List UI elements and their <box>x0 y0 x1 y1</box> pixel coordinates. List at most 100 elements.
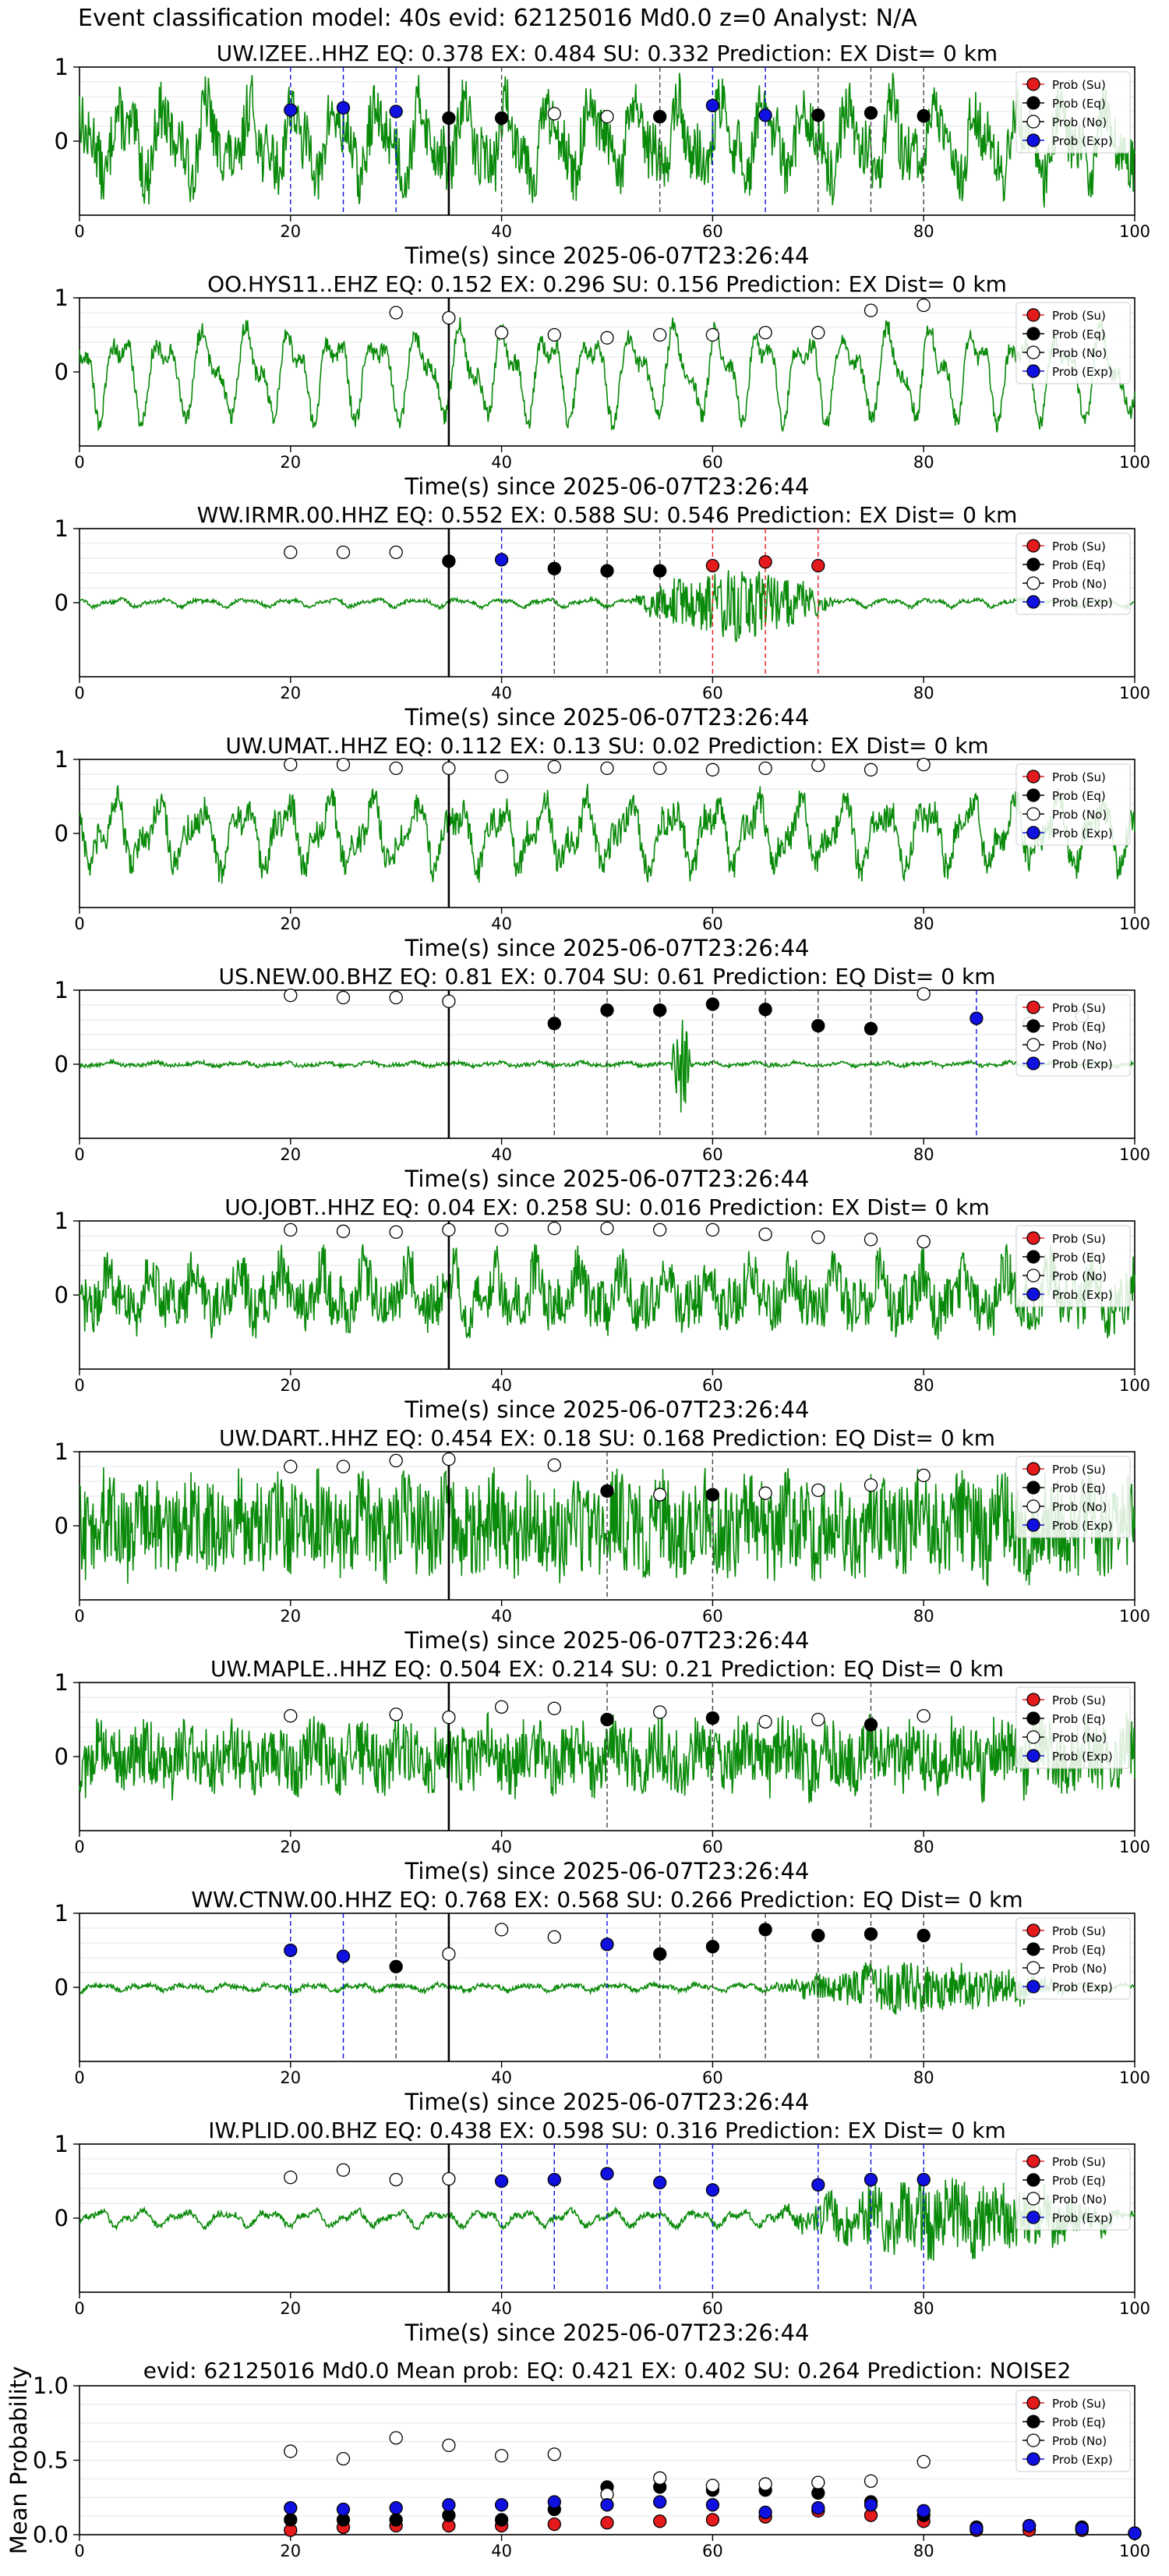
y-tick-label: 1 <box>55 515 69 542</box>
x-tick-label: 0 <box>74 1376 84 1395</box>
x-tick-label: 100 <box>1119 1607 1150 1626</box>
prob-point-no <box>547 327 561 342</box>
prob-point-eq <box>864 1718 878 1732</box>
mean-point-eq <box>389 2513 403 2527</box>
prob-point-eq <box>811 108 825 122</box>
prob-point-no <box>547 1701 561 1715</box>
x-tick-label: 60 <box>702 684 723 702</box>
legend: Prob (Su) Prob (Eq) Prob (No) Prob (Exp) <box>1015 994 1131 1077</box>
x-axis-label: Time(s) since 2025-06-07T23:26:44 <box>404 704 810 731</box>
x-tick-label: 20 <box>280 1145 301 1164</box>
legend: Prob (Su) Prob (Eq) Prob (No) Prob (Exp) <box>1015 1225 1131 1307</box>
prob-point-su <box>811 558 825 573</box>
legend-label: Prob (Su) <box>1052 540 1106 554</box>
legend-label: Prob (Eq) <box>1052 1712 1106 1726</box>
legend-marker-no <box>1026 345 1040 359</box>
legend-label: Prob (Su) <box>1052 1001 1106 1015</box>
prob-point-no <box>600 109 614 124</box>
legend-frame <box>1015 1225 1131 1307</box>
legend-label: Prob (No) <box>1052 1269 1107 1283</box>
legend-marker-no <box>1026 807 1040 821</box>
prob-point-no <box>653 327 667 342</box>
x-tick-label: 60 <box>702 915 723 933</box>
mean-point-exp <box>336 2502 351 2517</box>
panel-title: WW.IRMR.00.HHZ EQ: 0.552 EX: 0.588 SU: 0… <box>197 502 1018 528</box>
legend-frame <box>1015 302 1131 384</box>
mean-point-eq <box>284 2513 298 2527</box>
x-tick-label: 40 <box>491 915 512 933</box>
prob-point-no <box>811 1483 825 1498</box>
x-tick-label: 60 <box>702 453 723 472</box>
prob-point-no <box>653 1223 667 1237</box>
legend-marker-exp <box>1026 1749 1040 1763</box>
x-tick-label: 60 <box>702 1145 723 1164</box>
mean-point-no <box>442 2438 456 2453</box>
prob-point-exp <box>494 2174 509 2189</box>
prob-point-no <box>547 1930 561 1944</box>
x-tick-label: 100 <box>1119 2068 1150 2087</box>
legend-marker-no <box>1026 115 1040 129</box>
x-tick-label: 80 <box>913 453 934 472</box>
prob-point-eq <box>705 997 720 1011</box>
legend-frame <box>1015 2148 1131 2231</box>
legend-marker-eq <box>1026 1250 1040 1264</box>
station-panel-2: WW.IRMR.00.HHZ EQ: 0.552 EX: 0.588 SU: 0… <box>55 502 1151 731</box>
legend-label: Prob (Su) <box>1052 78 1106 92</box>
prob-point-no <box>284 1709 298 1723</box>
prob-point-no <box>442 994 456 1008</box>
prob-point-eq <box>916 109 931 123</box>
legend: Prob (Su) Prob (Eq) Prob (No) Prob (Exp) <box>1015 2390 1131 2472</box>
prob-point-exp <box>811 2178 825 2192</box>
prob-point-no <box>916 1709 931 1723</box>
x-axis-label: Time(s) since 2025-06-07T23:26:44 <box>404 2319 810 2346</box>
legend-marker-eq <box>1026 2173 1040 2187</box>
legend-marker-su <box>1026 1000 1040 1014</box>
x-tick-label: 100 <box>1119 2542 1150 2560</box>
panel-title: UO.JOBT..HHZ EQ: 0.04 EX: 0.258 SU: 0.01… <box>224 1194 990 1220</box>
mean-point-no <box>494 2449 509 2463</box>
legend-label: Prob (Eq) <box>1052 2415 1106 2429</box>
x-tick-label: 40 <box>491 2299 512 2318</box>
legend-label: Prob (Su) <box>1052 2397 1106 2411</box>
prob-point-no <box>653 1488 667 1502</box>
legend-label: Prob (Eq) <box>1052 1481 1106 1495</box>
mean-point-exp <box>284 2500 298 2515</box>
legend-label: Prob (Exp) <box>1052 596 1113 610</box>
mean-point-no <box>653 2471 667 2486</box>
legend-frame <box>1015 1917 1131 2000</box>
prob-point-eq <box>600 1712 614 1727</box>
legend-marker-su <box>1026 2396 1040 2410</box>
mean-point-su <box>600 2516 614 2530</box>
mean-probability-panel: evid: 62125016 Md0.0 Mean prob: EQ: 0.42… <box>5 2358 1150 2560</box>
x-tick-label: 20 <box>280 684 301 702</box>
x-tick-label: 20 <box>280 1838 301 1856</box>
legend-label: Prob (Exp) <box>1052 1519 1113 1533</box>
prob-point-eq <box>442 111 456 126</box>
x-tick-label: 100 <box>1119 1376 1150 1395</box>
prob-point-no <box>653 1705 667 1719</box>
legend-marker-exp <box>1026 1980 1040 1994</box>
x-tick-label: 0 <box>74 915 84 933</box>
x-tick-label: 100 <box>1119 453 1150 472</box>
legend-marker-no <box>1026 1038 1040 1052</box>
prob-point-exp <box>705 98 720 113</box>
prob-point-no <box>705 327 720 342</box>
y-tick-label: 1 <box>55 1438 69 1465</box>
x-tick-label: 100 <box>1119 1145 1150 1164</box>
mean-point-exp <box>1022 2518 1037 2533</box>
mean-point-no <box>336 2451 351 2466</box>
legend-marker-no <box>1026 2192 1040 2206</box>
x-tick-label: 20 <box>280 222 301 241</box>
x-tick-label: 0 <box>74 1145 84 1164</box>
legend-marker-su <box>1026 1923 1040 1937</box>
x-tick-label: 0 <box>74 222 84 241</box>
prob-point-no <box>864 763 878 777</box>
legend-frame <box>1015 763 1131 846</box>
legend-marker-no <box>1026 1730 1040 1744</box>
y-tick-label: 0.5 <box>33 2447 69 2474</box>
legend-label: Prob (Eq) <box>1052 1251 1106 1265</box>
prob-point-no <box>494 1700 509 1714</box>
prob-point-no <box>916 298 931 313</box>
prob-point-eq <box>600 1003 614 1017</box>
panel-title: UW.IZEE..HHZ EQ: 0.378 EX: 0.484 SU: 0.3… <box>217 41 998 66</box>
